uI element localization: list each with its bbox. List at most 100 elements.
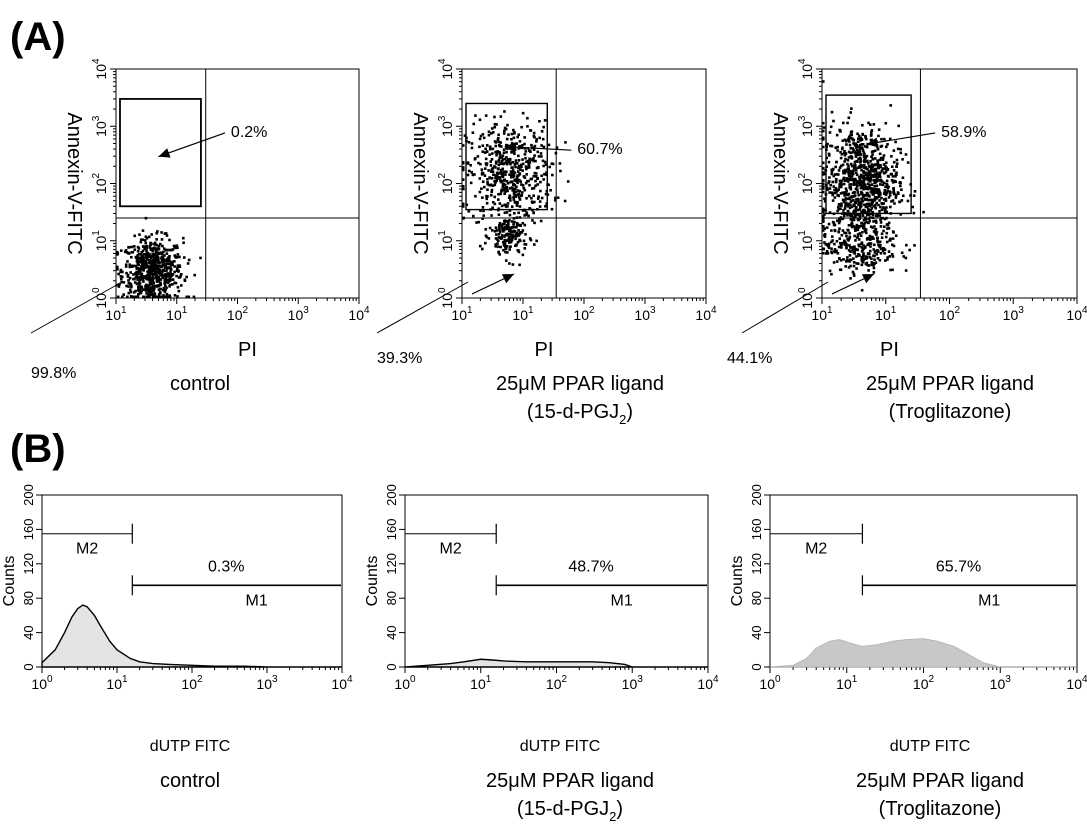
event-dot bbox=[136, 276, 140, 279]
marker-percentage: 0.3% bbox=[208, 558, 244, 575]
event-dot bbox=[153, 292, 156, 295]
event-dot bbox=[875, 190, 879, 194]
event-dot bbox=[878, 152, 882, 156]
event-dot bbox=[147, 255, 150, 258]
event-dot bbox=[891, 237, 895, 240]
event-dot bbox=[839, 156, 843, 160]
event-dot bbox=[537, 195, 540, 198]
event-dot bbox=[515, 226, 518, 229]
event-dot bbox=[500, 225, 504, 229]
event-dot bbox=[509, 230, 513, 234]
marker-m2-label: M2 bbox=[805, 541, 827, 558]
event-dot bbox=[503, 178, 506, 182]
event-dot bbox=[848, 196, 851, 200]
event-dot bbox=[172, 244, 176, 248]
event-dot bbox=[887, 221, 891, 225]
x-tick-exp: 4 bbox=[1082, 305, 1087, 316]
x-axis-label: dUTP FITC bbox=[890, 738, 971, 755]
event-dot bbox=[116, 295, 120, 299]
event-dot bbox=[821, 80, 825, 83]
event-dot bbox=[518, 198, 522, 201]
event-dot bbox=[878, 158, 882, 162]
event-dot bbox=[844, 187, 848, 190]
event-dot bbox=[511, 189, 514, 192]
event-dot bbox=[503, 126, 507, 130]
event-dot bbox=[510, 180, 514, 183]
event-dot bbox=[465, 139, 468, 143]
event-dot bbox=[845, 258, 849, 262]
event-dot bbox=[525, 196, 528, 200]
event-dot bbox=[881, 167, 885, 170]
event-dot bbox=[872, 220, 875, 223]
event-dot bbox=[467, 210, 471, 213]
event-dot bbox=[495, 171, 499, 175]
y-tick-label: 103 bbox=[437, 115, 455, 137]
event-dot bbox=[858, 254, 861, 257]
event-dot bbox=[461, 178, 465, 181]
event-dot bbox=[509, 199, 512, 202]
event-dot bbox=[856, 248, 859, 252]
event-dot bbox=[830, 235, 834, 238]
event-dot bbox=[889, 238, 892, 242]
event-dot bbox=[826, 142, 829, 146]
event-dot bbox=[159, 281, 162, 285]
y-axis-label: Annexin-V-FITC bbox=[409, 112, 431, 254]
event-dot bbox=[894, 196, 898, 199]
event-dot bbox=[892, 244, 896, 248]
event-dot bbox=[830, 272, 833, 276]
event-dot bbox=[152, 289, 156, 292]
event-dot bbox=[163, 232, 167, 235]
event-dot bbox=[160, 257, 163, 261]
marker-m2-label: M2 bbox=[439, 541, 461, 558]
event-dot bbox=[136, 258, 139, 262]
event-dot bbox=[837, 217, 841, 221]
event-dot bbox=[487, 237, 491, 240]
event-dot bbox=[839, 150, 842, 154]
event-dot bbox=[824, 208, 827, 212]
event-dot bbox=[534, 172, 538, 175]
event-dot bbox=[887, 250, 891, 253]
event-dot bbox=[870, 129, 874, 132]
event-dot bbox=[486, 183, 489, 186]
event-dot bbox=[527, 149, 531, 152]
event-dot bbox=[505, 185, 509, 189]
x-tick-label: 102 bbox=[181, 674, 203, 692]
x-axis-label: dUTP FITC bbox=[150, 738, 231, 755]
event-dot bbox=[845, 203, 849, 206]
event-dot bbox=[897, 192, 900, 195]
event-dot bbox=[869, 176, 873, 179]
event-dot bbox=[874, 231, 877, 235]
event-dot bbox=[864, 137, 868, 141]
event-dot bbox=[841, 229, 845, 232]
event-dot bbox=[179, 284, 183, 287]
event-dot bbox=[168, 248, 172, 252]
y-tick-exp: 3 bbox=[437, 115, 448, 121]
event-dot bbox=[523, 208, 526, 212]
event-dot bbox=[852, 247, 856, 251]
event-dot bbox=[877, 203, 880, 207]
event-dot bbox=[512, 225, 516, 229]
event-dot bbox=[839, 268, 843, 272]
event-dot bbox=[199, 256, 202, 260]
event-dot bbox=[846, 121, 849, 125]
y-tick-label: 200 bbox=[384, 484, 399, 506]
event-dot bbox=[857, 201, 860, 205]
event-dot bbox=[858, 201, 862, 204]
event-dot bbox=[870, 261, 874, 264]
event-dot bbox=[495, 175, 499, 179]
event-dot bbox=[501, 154, 505, 157]
event-dot bbox=[504, 247, 508, 251]
event-dot bbox=[490, 157, 494, 161]
event-dot bbox=[505, 170, 508, 174]
event-dot bbox=[845, 234, 848, 238]
event-dot bbox=[513, 211, 516, 215]
event-dot bbox=[510, 220, 514, 223]
event-dot bbox=[128, 263, 132, 266]
event-dot bbox=[884, 259, 887, 262]
event-dot bbox=[864, 231, 868, 235]
event-dot bbox=[506, 202, 510, 205]
event-dot bbox=[542, 178, 545, 181]
event-dot bbox=[487, 169, 490, 172]
event-dot bbox=[827, 180, 831, 183]
event-dot bbox=[823, 227, 827, 230]
